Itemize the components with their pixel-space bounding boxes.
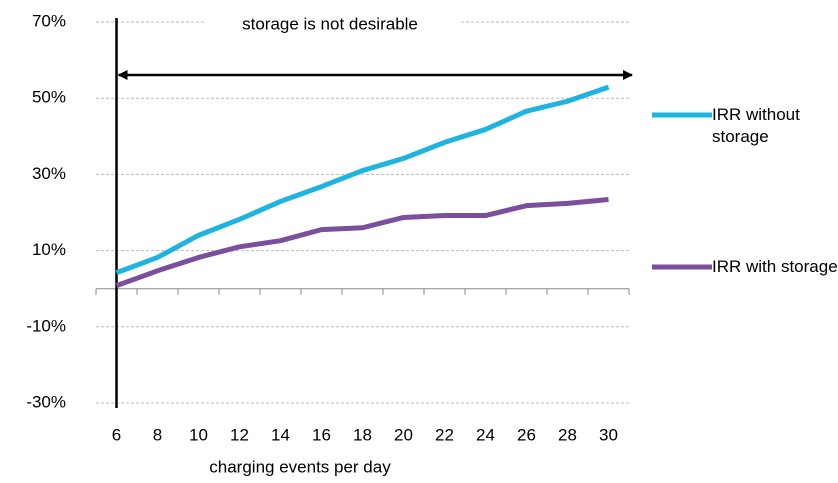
y-tick-label: 10% (32, 240, 66, 259)
annotation-bg (205, 14, 460, 36)
x-tick-label: 18 (353, 425, 372, 444)
series-line (115, 197, 609, 289)
y-tick-label: -30% (26, 392, 66, 411)
x-tick-label: 26 (517, 425, 536, 444)
y-tick-label: -10% (26, 316, 66, 335)
legend-label: IRR with storage (712, 257, 838, 276)
x-tick-label: 22 (435, 425, 454, 444)
x-tick-label: 14 (271, 425, 290, 444)
x-tick-label: 20 (394, 425, 413, 444)
x-tick-label: 10 (189, 425, 208, 444)
legend-label: IRR without storage (712, 105, 800, 146)
x-axis-label: charging events per day (209, 457, 391, 476)
x-tick-label: 8 (153, 425, 162, 444)
x-tick-label: 24 (476, 425, 495, 444)
annotation: storage is not desirable (242, 14, 418, 33)
y-tick-label: 30% (32, 164, 66, 183)
x-tick-label: 6 (112, 425, 121, 444)
series-line (115, 84, 610, 276)
x-tick-label: 28 (558, 425, 577, 444)
x-tick-label: 16 (312, 425, 331, 444)
y-tick-label: 50% (32, 88, 66, 107)
y-tick-label: 70% (32, 11, 66, 30)
x-tick-label: 12 (230, 425, 249, 444)
x-tick-label: 30 (599, 425, 618, 444)
